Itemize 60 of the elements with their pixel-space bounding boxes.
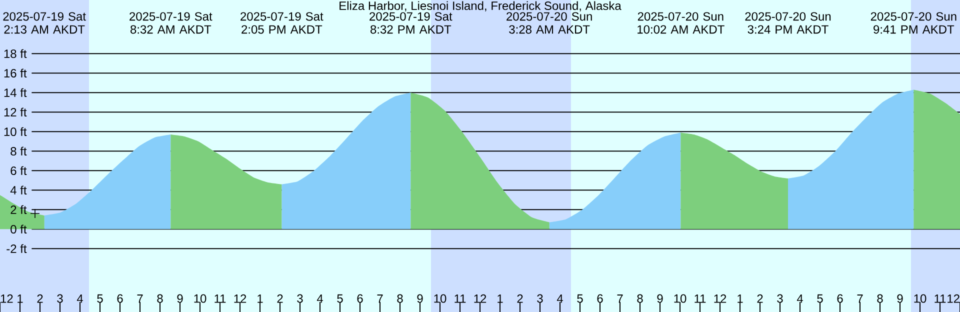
x-tick-label: 4 <box>316 294 323 303</box>
y-tick-label: 0 ft <box>10 224 27 234</box>
y-tick-label: 12 ft <box>4 108 27 117</box>
x-tick-label: 6 <box>837 294 843 303</box>
x-tick-label: 4 <box>76 294 83 303</box>
annotation: 2025-07-19 Sat 2:05 PM AKDT <box>240 12 324 34</box>
x-tick-label: 9 <box>177 294 183 303</box>
x-tick-label: 7 <box>617 294 623 303</box>
x-tick-label: 4 <box>556 294 563 303</box>
y-tick-label: 6 ft <box>10 166 27 176</box>
x-tick-label: 5 <box>337 294 343 303</box>
x-tick-label: 3 <box>537 294 543 303</box>
x-tick-label: 7 <box>137 294 143 303</box>
x-tick-label: 10 <box>434 294 446 303</box>
x-tick-label: 3 <box>297 294 303 303</box>
y-tick-label: 14 ft <box>4 88 27 98</box>
y-tick-label: 4 ft <box>10 186 27 195</box>
x-tick-label: 8 <box>637 294 643 303</box>
x-tick-label: 6 <box>117 294 123 303</box>
y-tick-label: 8 ft <box>10 146 27 156</box>
x-tick-label: 8 <box>157 294 163 303</box>
x-tick-label: 12 <box>234 294 246 303</box>
x-tick-label: 12 <box>714 294 726 303</box>
x-tick-label: 11 <box>694 294 706 303</box>
x-tick-label: 5 <box>577 294 583 303</box>
y-tick-label: -2 ft <box>6 244 27 254</box>
annotation: 2025-07-20 Sun 9:41 PM AKDT <box>870 12 956 34</box>
x-tick-label: 4 <box>796 294 803 303</box>
x-tick-label: 11 <box>214 294 226 303</box>
x-tick-label: 6 <box>597 294 603 303</box>
annotation: 2025-07-20 Sun 10:02 AM AKDT <box>638 12 724 34</box>
annotation: 2025-07-20 Sun 3:24 PM AKDT <box>745 12 831 34</box>
x-tick-label: 7 <box>377 294 383 303</box>
y-tick-label: 16 ft <box>4 68 27 78</box>
x-tick-label: 8 <box>877 294 883 303</box>
x-tick-label: 10 <box>914 294 926 303</box>
x-tick-label: 8 <box>397 294 403 303</box>
x-tick-label: 10 <box>674 294 686 303</box>
annotation: 2025-07-20 Sun 3:28 AM AKDT <box>506 12 592 34</box>
x-tick-label: 12 <box>948 294 960 303</box>
x-tick-label: 5 <box>97 294 103 303</box>
x-tick-label: 9 <box>417 294 423 303</box>
x-tick-label: 12 <box>0 294 13 303</box>
x-tick-label: 10 <box>194 294 206 303</box>
x-tick-label: 3 <box>777 294 783 303</box>
x-tick-label: 7 <box>857 294 863 303</box>
x-tick-label: 9 <box>897 294 903 303</box>
annotation: 2025-07-19 Sat 2:13 AM AKDT <box>3 12 86 34</box>
x-tick-label: 11 <box>454 294 466 303</box>
y-tick-label: 18 ft <box>4 49 27 58</box>
annotation: 2025-07-19 Sat 8:32 PM AKDT <box>370 12 452 34</box>
annotation: 2025-07-19 Sat 8:32 AM AKDT <box>130 12 212 34</box>
x-tick-label: 3 <box>57 294 63 303</box>
x-tick-label: 11 <box>934 294 946 303</box>
x-tick-label: 6 <box>357 294 363 303</box>
y-tick-label: 10 ft <box>4 127 27 136</box>
chart-title: Eliza Harbor, Liesnoi Island, Frederick Sound, Alaska <box>340 1 622 12</box>
x-tick-label: 5 <box>817 294 823 303</box>
x-tick-label: 9 <box>657 294 663 303</box>
x-tick-label: 12 <box>474 294 486 303</box>
